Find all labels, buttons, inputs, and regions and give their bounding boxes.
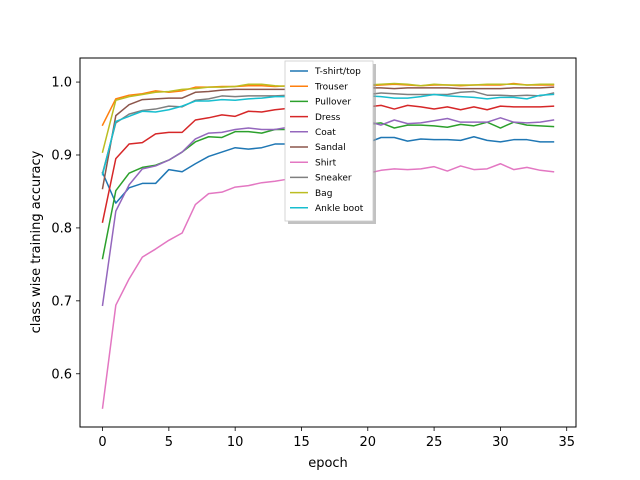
x-tick-label: 25 xyxy=(426,435,443,450)
x-tick-label: 10 xyxy=(227,435,244,450)
x-tick-label: 30 xyxy=(492,435,509,450)
x-tick-label: 35 xyxy=(558,435,575,450)
x-tick-label: 20 xyxy=(360,435,377,450)
y-tick-label: 1.0 xyxy=(51,76,72,91)
y-axis-title: class wise training accuracy xyxy=(29,150,44,333)
y-tick-label: 0.7 xyxy=(51,294,72,309)
axes xyxy=(79,57,577,428)
legend-label-bag: Bag xyxy=(315,189,332,199)
legend-label-shirt: Shirt xyxy=(315,158,337,168)
x-axis-title: epoch xyxy=(308,456,348,471)
y-axis-ticks: 0.6 0.7 0.8 0.9 1.0 xyxy=(51,76,80,382)
legend-label-sandal: Sandal xyxy=(315,143,346,153)
legend-label-sneaker: Sneaker xyxy=(315,174,352,184)
x-tick-label: 0 xyxy=(98,435,106,450)
legend: T-shirt/top Trouser Pullover Dress Coat Sanda… xyxy=(284,60,376,224)
x-tick-label: 5 xyxy=(165,435,173,450)
legend-label-trouser: Trouser xyxy=(314,82,348,92)
legend-label-coat: Coat xyxy=(315,128,336,138)
legend-label-pullover: Pullover xyxy=(315,98,351,108)
y-tick-label: 0.9 xyxy=(51,148,72,163)
legend-label-t-shirt-top: T-shirt/top xyxy=(314,67,361,77)
legend-label-ankle-boot: Ankle boot xyxy=(315,204,364,214)
plot-frame xyxy=(79,57,577,428)
y-tick-label: 0.6 xyxy=(51,367,72,382)
x-tick-label: 15 xyxy=(293,435,310,450)
legend-box xyxy=(284,60,374,222)
legend-label-dress: Dress xyxy=(315,113,341,123)
x-axis-ticks: 0 5 10 15 20 25 30 35 xyxy=(98,427,575,450)
y-tick-label: 0.8 xyxy=(51,221,72,236)
